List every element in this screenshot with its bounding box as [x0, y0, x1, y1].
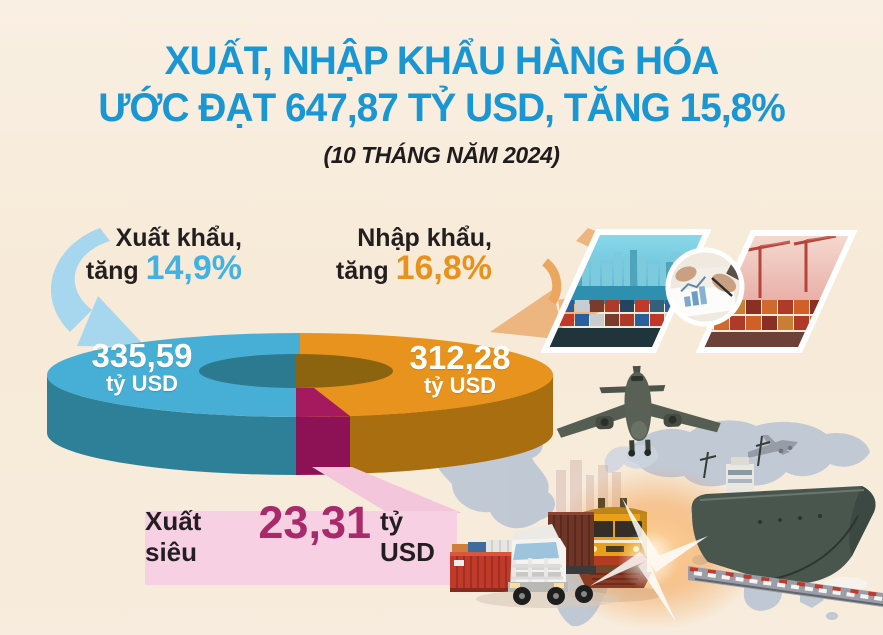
- photo-montage: [535, 222, 883, 360]
- export-value-label: 335,59 tỷ USD: [72, 337, 212, 396]
- donut-hole-left: [199, 354, 296, 388]
- import-value: 312,28: [409, 339, 511, 376]
- export-segment: [47, 333, 300, 417]
- page-subtitle: (10 THÁNG NĂM 2024): [323, 142, 560, 168]
- title-line-2: ƯỚC ĐẠT 647,87 TỶ USD, TĂNG 15,8%: [98, 86, 786, 130]
- import-segment: [300, 333, 553, 417]
- export-growth-value: 14,9%: [145, 249, 242, 287]
- export-growth-prefix: tăng: [85, 257, 146, 285]
- export-growth-label: Xuất khẩu, tăng 14,9%: [52, 223, 242, 286]
- donut-chart-3d: [25, 315, 585, 545]
- donut-hole-right: [296, 354, 393, 388]
- callout-pointer: [300, 465, 470, 515]
- logistics-vehicles-illustration: [420, 430, 883, 635]
- import-name: Nhập khẩu,: [357, 224, 492, 252]
- railroad-track: [688, 566, 883, 607]
- orange-arc-decoration: [542, 258, 562, 305]
- airplane-icon: [556, 365, 721, 457]
- import-growth-prefix: tăng: [335, 257, 396, 285]
- export-name: Xuất khẩu,: [115, 224, 242, 252]
- export-unit: tỷ USD: [105, 371, 179, 396]
- surplus-callout: Xuất siêu 23,31 tỷ USD: [145, 497, 457, 585]
- photo-frame-circle: [665, 247, 745, 327]
- surplus-unit: tỷ USD: [380, 506, 435, 567]
- export-value: 335,59: [91, 337, 193, 374]
- surplus-value: 23,31: [258, 497, 372, 548]
- photo-frame-left: [540, 229, 712, 353]
- surplus-label: Xuất siêu: [145, 506, 202, 567]
- surplus-wedge-side: [296, 416, 350, 475]
- import-growth-value: 16,8%: [395, 249, 492, 287]
- container-stack-icon: [450, 540, 516, 592]
- light-burst: [590, 498, 708, 622]
- title-line-1: XUẤT, NHẬP KHẨU HÀNG HÓA: [164, 39, 720, 83]
- import-growth-label: Nhập khẩu, tăng 16,8%: [302, 223, 492, 286]
- export-segment-side: [46, 375, 296, 475]
- import-value-label: 312,28 tỷ USD: [390, 339, 530, 398]
- import-segment-side: [350, 375, 553, 474]
- import-unit: tỷ USD: [423, 373, 497, 398]
- contract-signing-photo: [668, 250, 742, 324]
- surplus-wedge: [296, 388, 350, 417]
- truck-icon: [476, 512, 620, 608]
- export-arrow-icon: [50, 228, 146, 347]
- page-title: XUẤT, NHẬP KHẨU HÀNG HÓA ƯỚC ĐẠT 647,87 …: [13, 38, 870, 132]
